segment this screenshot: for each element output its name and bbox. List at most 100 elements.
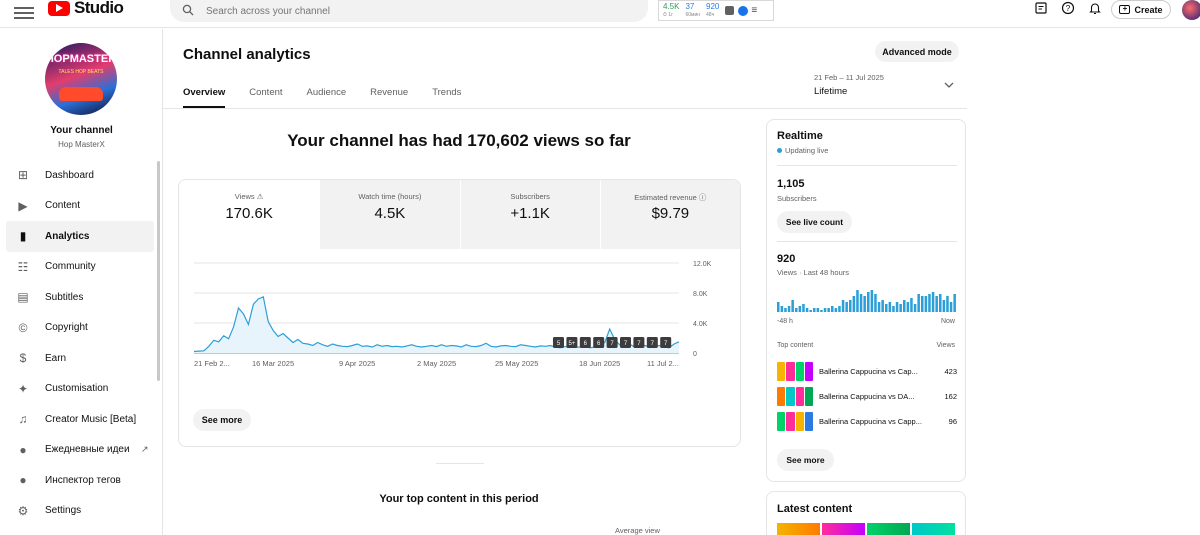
tab-content[interactable]: Content <box>249 87 283 98</box>
realtime-bar[interactable] <box>784 308 787 312</box>
search-bar[interactable] <box>170 0 648 22</box>
realtime-bar[interactable] <box>885 304 888 312</box>
sidebar-item-community[interactable]: ☷ Community <box>0 252 160 283</box>
realtime-bar[interactable] <box>874 294 877 312</box>
date-period-label[interactable]: Lifetime <box>814 86 848 97</box>
sidebar-item-инспектор-тегов[interactable]: ● Инспектор тегов <box>0 465 160 496</box>
account-avatar[interactable] <box>1182 0 1200 20</box>
realtime-bar[interactable] <box>903 300 906 312</box>
realtime-bar[interactable] <box>917 294 920 312</box>
chart-event-marker[interactable] <box>646 337 658 348</box>
sidebar-item-subtitles[interactable]: ▤ Subtitles <box>0 282 160 313</box>
chart-event-marker[interactable] <box>579 337 591 348</box>
realtime-bar[interactable] <box>935 296 938 312</box>
sidebar-item-earn[interactable]: $ Earn <box>0 343 160 374</box>
stats-extension[interactable]: 4.5K ⏱ 1г 37 60мин 920 48ч ≡ <box>658 0 774 21</box>
realtime-bar[interactable] <box>953 294 956 312</box>
sidebar-item-send-feedback[interactable]: !Send feedback <box>0 526 160 535</box>
realtime-bar[interactable] <box>787 306 791 312</box>
realtime-bar[interactable] <box>913 304 917 312</box>
realtime-bar[interactable] <box>777 302 780 312</box>
realtime-bar[interactable] <box>856 290 859 312</box>
realtime-bar[interactable] <box>881 300 884 312</box>
sidebar-scrollbar[interactable] <box>157 161 160 381</box>
top-content-row[interactable]: Ballerina Cappucina vs DA... 162 <box>777 386 957 406</box>
realtime-bar[interactable] <box>791 300 794 312</box>
channel-avatar[interactable]: HOPMASTER TALES HOP BEATS <box>45 43 117 115</box>
extension-logo-icon[interactable] <box>738 5 749 16</box>
realtime-bar[interactable] <box>949 302 953 312</box>
realtime-bar[interactable] <box>816 308 820 312</box>
realtime-bar[interactable] <box>877 302 881 312</box>
realtime-bar[interactable] <box>820 310 823 312</box>
see-live-count-button[interactable]: See live count <box>777 211 852 233</box>
latest-thumbnail[interactable] <box>822 523 865 535</box>
realtime-bar[interactable] <box>867 292 870 312</box>
sidebar-item-dashboard[interactable]: ⊞ Dashboard <box>0 160 160 191</box>
realtime-bar[interactable] <box>795 308 798 312</box>
sidebar-item-settings[interactable]: ⚙ Settings <box>0 496 160 527</box>
video-thumbnail[interactable] <box>777 386 813 406</box>
help-icon[interactable]: ? <box>1061 1 1075 20</box>
realtime-bar[interactable] <box>805 308 809 312</box>
latest-thumbnail[interactable] <box>777 523 820 535</box>
realtime-bar[interactable] <box>859 294 863 312</box>
search-input[interactable] <box>206 5 626 17</box>
advanced-mode-button[interactable]: Advanced mode <box>875 41 959 62</box>
sidebar-item-ежедневные-идеи[interactable]: ● Ежедневные идеи ↗ <box>0 435 160 466</box>
extension-menu-icon[interactable]: ≡ <box>751 5 758 16</box>
sidebar-item-copyright[interactable]: © Copyright <box>0 313 160 344</box>
chart-event-marker[interactable] <box>633 337 645 348</box>
tab-audience[interactable]: Audience <box>306 87 347 98</box>
realtime-bar[interactable] <box>838 306 841 312</box>
realtime-bar[interactable] <box>863 296 866 312</box>
create-button[interactable]: + Create <box>1111 0 1171 19</box>
realtime-bar[interactable] <box>939 294 942 312</box>
realtime-bar[interactable] <box>931 292 935 312</box>
studio-logo[interactable]: Studio <box>48 0 124 17</box>
realtime-bar[interactable] <box>827 308 830 312</box>
see-more-button[interactable]: See more <box>193 409 251 431</box>
video-title[interactable]: Ballerina Cappucina vs DA... <box>819 391 915 401</box>
realtime-bar[interactable] <box>813 308 816 312</box>
chart-event-marker[interactable] <box>593 337 605 348</box>
realtime-bar[interactable] <box>910 298 913 312</box>
tab-revenue[interactable]: Revenue <box>370 87 409 98</box>
latest-thumbnails[interactable] <box>777 523 955 535</box>
sidebar-item-creator-music-beta[interactable]: ♫ Creator Music [Beta] <box>0 404 160 435</box>
realtime-bar[interactable] <box>849 300 852 312</box>
realtime-see-more-button[interactable]: See more <box>777 449 834 471</box>
realtime-bar[interactable] <box>924 296 928 312</box>
realtime-bar[interactable] <box>946 296 949 312</box>
realtime-bar[interactable] <box>899 304 902 312</box>
latest-thumbnail[interactable] <box>912 523 955 535</box>
realtime-bar[interactable] <box>841 300 845 312</box>
video-thumbnail[interactable] <box>777 361 813 381</box>
video-thumbnail[interactable] <box>777 411 813 431</box>
realtime-bar[interactable] <box>870 290 874 312</box>
date-range[interactable]: 21 Feb – 11 Jul 2025 <box>814 73 884 82</box>
top-content-row[interactable]: Ballerina Cappucina vs Cap... 423 <box>777 361 957 381</box>
chart-event-marker[interactable] <box>606 337 618 348</box>
chevron-down-icon[interactable] <box>944 81 954 92</box>
menu-icon[interactable] <box>14 4 34 20</box>
chart-event-marker[interactable] <box>553 337 564 348</box>
realtime-bar[interactable] <box>823 308 827 312</box>
search-icon[interactable] <box>182 4 198 19</box>
realtime-bar[interactable] <box>834 308 838 312</box>
realtime-bar[interactable] <box>928 294 931 312</box>
realtime-bar[interactable] <box>892 306 895 312</box>
realtime-bar[interactable] <box>809 310 812 312</box>
chart-event-marker[interactable] <box>660 337 672 348</box>
metric-tab[interactable]: Watch time (hours) 4.5K <box>319 180 460 249</box>
video-title[interactable]: Ballerina Cappucina vs Cap... <box>819 366 918 376</box>
sidebar-item-content[interactable]: ▶ Content <box>0 191 160 222</box>
video-title[interactable]: Ballerina Cappucina vs Capp... <box>819 416 922 426</box>
tab-overview[interactable]: Overview <box>183 87 226 108</box>
tab-trends[interactable]: Trends <box>432 87 462 98</box>
top-content-row[interactable]: Ballerina Cappucina vs Capp... 96 <box>777 411 957 431</box>
realtime-bar[interactable] <box>906 302 910 312</box>
metric-tab[interactable]: Estimated revenue ⓘ $9.79 <box>599 180 740 249</box>
realtime-bar[interactable] <box>780 306 784 312</box>
realtime-bar[interactable] <box>845 302 848 312</box>
